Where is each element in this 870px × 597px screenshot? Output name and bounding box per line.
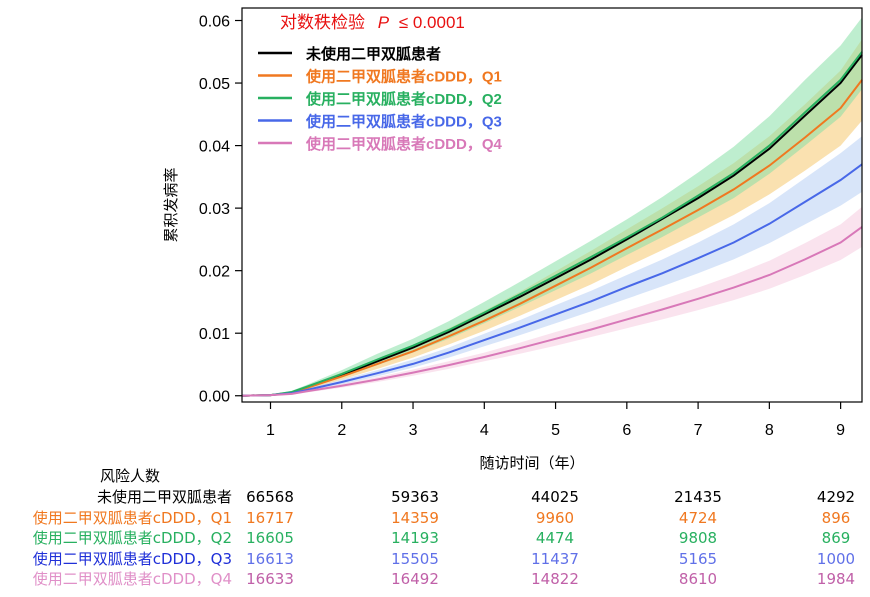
risk-count: 15505 [391, 549, 439, 568]
risk-count: 896 [821, 508, 851, 527]
risk-count: 1000 [816, 549, 856, 568]
series-line-1 [241, 79, 863, 397]
risk-count: 4474 [535, 529, 575, 547]
risk-count: 14359 [391, 508, 439, 527]
x-tick-label: 9 [836, 422, 845, 439]
p-symbol: P [378, 13, 390, 32]
risk-count: 14193 [391, 529, 439, 547]
risk-count: 16633 [246, 570, 294, 588]
y-tick-label: 0.05 [199, 76, 230, 93]
x-axis-label: 随访时间（年） [479, 455, 584, 470]
risk-count: 11437 [531, 549, 579, 568]
risk-row-label: 使用二甲双胍患者cDDD，Q1 [32, 508, 232, 527]
risk-count: 16605 [246, 529, 294, 547]
y-tick-label: 0.04 [199, 139, 230, 156]
risk-count: 14822 [531, 570, 579, 588]
x-tick-label: 2 [337, 422, 346, 439]
risk-count: 21435 [674, 488, 722, 506]
risk-count: 59363 [391, 488, 439, 506]
risk-count: 66568 [246, 488, 294, 506]
y-tick-label: 0.06 [199, 14, 230, 31]
risk-count: 9808 [678, 529, 718, 547]
x-tick-label: 5 [551, 422, 560, 439]
y-tick-label: 0.03 [199, 201, 230, 218]
series-line-3 [241, 163, 863, 397]
risk-table-title: 风险人数 [100, 467, 161, 485]
risk-count: 16492 [391, 570, 439, 588]
risk-count: 9960 [535, 508, 575, 527]
x-tick-label: 3 [409, 422, 418, 439]
risk-row-label: 使用二甲双胍患者cDDD，Q3 [32, 549, 232, 568]
risk-count: 1984 [816, 570, 856, 588]
legend-label: 未使用二甲双胍患者 [305, 45, 441, 63]
x-tick-label: 8 [765, 422, 774, 439]
legend-label: 使用二甲双胍患者cDDD，Q1 [305, 68, 502, 86]
legend-label: 使用二甲双胍患者cDDD，Q4 [305, 135, 503, 153]
x-axis: 1 2 3 4 5 6 7 8 9 [266, 402, 845, 439]
risk-row-label: 使用二甲双胍患者cDDD，Q4 [32, 570, 232, 588]
x-tick-label: 4 [480, 422, 489, 439]
p-value: ≤ 0.0001 [399, 13, 465, 32]
cumulative-incidence-chart: 0.00 0.01 0.02 0.03 0.04 0.05 0.06 1 2 3 4 5 6 7 8 9 累… [163, 7, 863, 470]
risk-count: 44025 [531, 488, 579, 506]
logrank-label: 对数秩检验 [280, 13, 365, 32]
x-tick-label: 7 [694, 422, 703, 439]
y-axis: 0.00 0.01 0.02 0.03 0.04 0.05 0.06 [199, 14, 242, 406]
risk-count: 869 [821, 529, 851, 547]
legend-label: 使用二甲双胍患者cDDD，Q3 [305, 113, 502, 131]
series-lines [241, 51, 863, 397]
x-tick-label: 1 [266, 422, 275, 439]
risk-row-label: 未使用二甲双胍患者 [96, 488, 232, 506]
risk-count: 16613 [246, 549, 294, 568]
risk-count: 4724 [678, 508, 718, 527]
legend-label: 使用二甲双胍患者cDDD，Q2 [305, 90, 502, 108]
y-tick-label: 0.02 [199, 264, 230, 281]
series-line-2 [241, 51, 863, 397]
risk-count: 4292 [816, 488, 856, 506]
y-axis-label: 累积发病率 [163, 167, 180, 242]
risk-count: 5165 [678, 549, 718, 568]
series-line-4 [241, 226, 863, 397]
plot-frame [241, 7, 863, 403]
y-tick-label: 0.01 [199, 326, 230, 343]
y-tick-label: 0.00 [199, 389, 230, 406]
x-tick-label: 6 [622, 422, 631, 439]
risk-count: 8610 [678, 570, 718, 588]
risk-count: 16717 [246, 508, 294, 527]
risk-row-label: 使用二甲双胍患者cDDD，Q2 [32, 529, 232, 547]
logrank-annotation: 对数秩检验 P ≤ 0.0001 [280, 13, 465, 32]
